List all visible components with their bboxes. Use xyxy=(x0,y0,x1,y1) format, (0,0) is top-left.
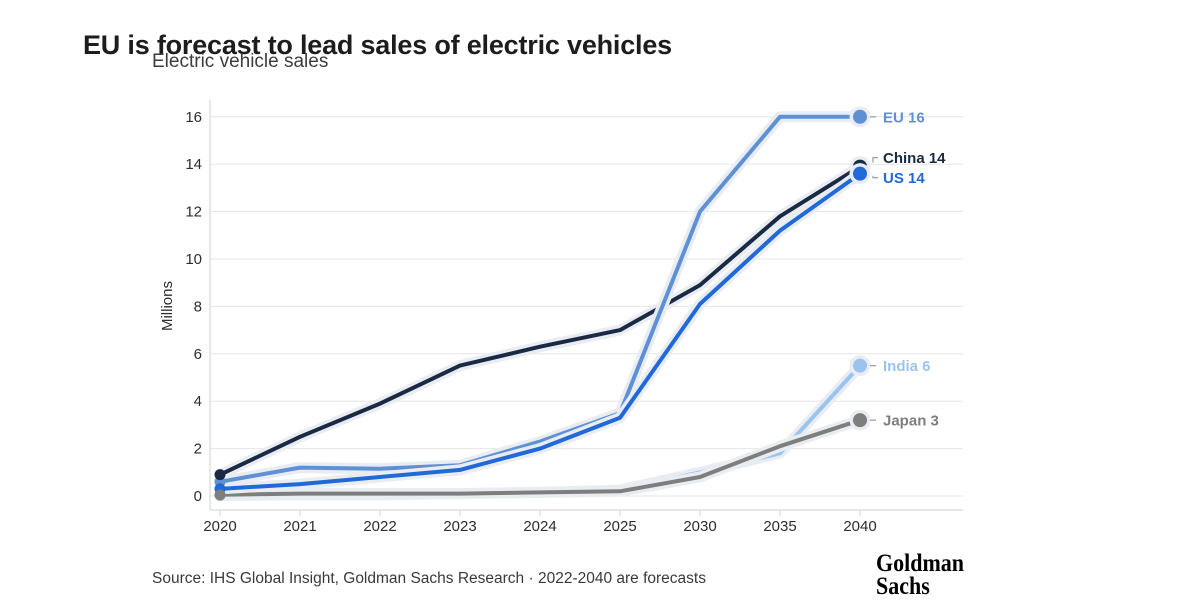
label-connector xyxy=(872,175,878,179)
series-eu: EU 16 xyxy=(214,106,925,488)
series-end-label-china: China 14 xyxy=(883,150,946,167)
series-end-label-us: US 14 xyxy=(883,170,925,187)
x-axis-tick-labels: 2020 2021 2022 2023 2024 2025 2030 2035 2040 xyxy=(203,510,877,535)
y-tick-label: 8 xyxy=(194,298,202,315)
y-tick-label: 6 xyxy=(194,346,202,363)
y-axis-tick-labels: 0 2 4 6 8 10 12 14 16 xyxy=(185,109,202,505)
end-dot xyxy=(853,358,867,373)
start-dot-china xyxy=(214,469,226,481)
y-axis-title: Millions xyxy=(159,281,176,331)
x-tick-label: 2020 xyxy=(203,518,236,535)
end-dot xyxy=(853,109,867,124)
label-connector xyxy=(872,156,878,163)
series-line xyxy=(218,171,862,491)
x-tick-label: 2024 xyxy=(523,518,556,535)
x-tick-label: 2040 xyxy=(843,518,876,535)
y-tick-label: 4 xyxy=(194,393,202,410)
series-line xyxy=(218,164,862,477)
x-tick-label: 2021 xyxy=(283,518,316,535)
x-tick-label: 2030 xyxy=(683,518,716,535)
end-dot xyxy=(853,413,867,428)
chart-subtitle: Electric vehicle sales xyxy=(152,51,329,72)
y-tick-label: 12 xyxy=(185,204,202,221)
logo-line-2: Sachs xyxy=(876,573,930,600)
series-line xyxy=(218,114,862,484)
y-tick-label: 16 xyxy=(185,109,202,126)
series-end-label-india: India 6 xyxy=(883,358,931,375)
logo-line-1: Goldman xyxy=(876,550,965,577)
series-japan: Japan 3 xyxy=(214,409,939,501)
x-tick-label: 2035 xyxy=(763,518,796,535)
y-tick-label: 0 xyxy=(194,488,202,505)
end-dot xyxy=(853,166,867,181)
source-note: Source: IHS Global Insight, Goldman Sach… xyxy=(152,570,706,587)
y-tick-label: 10 xyxy=(185,251,202,268)
goldman-sachs-logo: Goldman Sachs xyxy=(876,550,965,600)
page-title: EU is forecast to lead sales of electric… xyxy=(83,30,672,61)
x-tick-label: 2022 xyxy=(363,518,396,535)
start-dots xyxy=(214,469,226,502)
y-tick-label: 14 xyxy=(185,156,202,173)
series-end-label-eu: EU 16 xyxy=(883,109,925,126)
start-dot-japan xyxy=(214,489,226,501)
series-us: US 14 xyxy=(214,163,925,495)
series-end-label-japan: Japan 3 xyxy=(883,413,939,430)
x-tick-label: 2025 xyxy=(603,518,636,535)
series-china: China 14 xyxy=(214,150,946,481)
series-line xyxy=(218,418,862,497)
y-tick-label: 2 xyxy=(194,441,202,458)
x-tick-label: 2023 xyxy=(443,518,476,535)
